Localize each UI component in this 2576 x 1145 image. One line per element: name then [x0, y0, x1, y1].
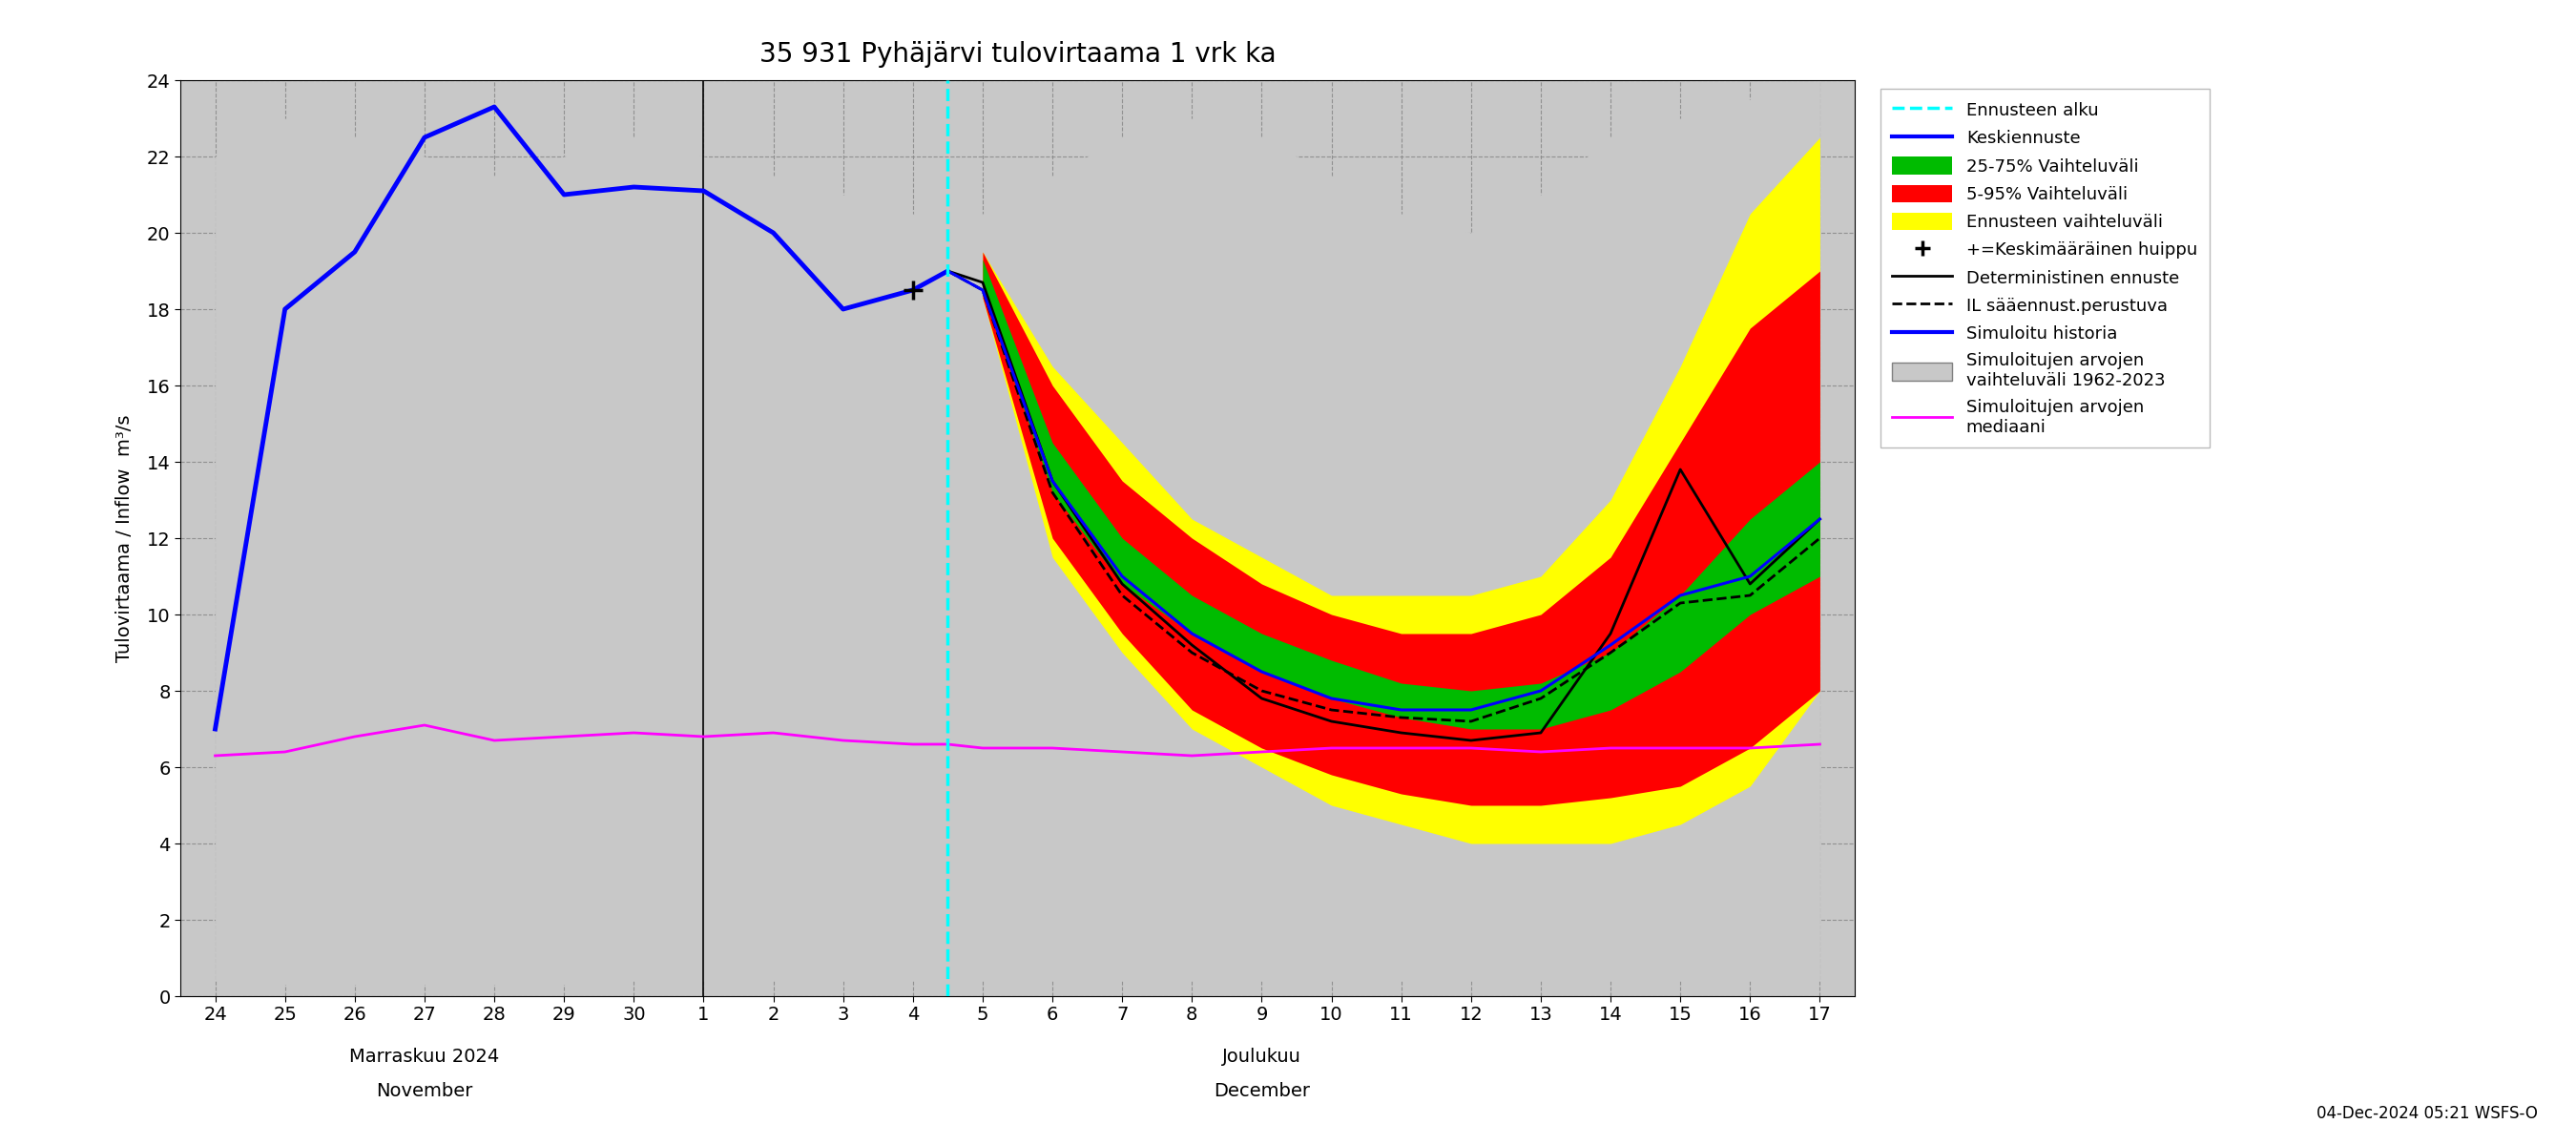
Text: December: December	[1213, 1082, 1309, 1100]
Text: Marraskuu 2024: Marraskuu 2024	[350, 1048, 500, 1066]
Text: November: November	[376, 1082, 474, 1100]
Legend: Ennusteen alku, Keskiennuste, 25-75% Vaihteluväli, 5-95% Vaihteluväli, Ennusteen: Ennusteen alku, Keskiennuste, 25-75% Vai…	[1880, 89, 2210, 448]
Text: 04-Dec-2024 05:21 WSFS-O: 04-Dec-2024 05:21 WSFS-O	[2316, 1105, 2537, 1122]
Title: 35 931 Pyhäjärvi tulovirtaama 1 vrk ka: 35 931 Pyhäjärvi tulovirtaama 1 vrk ka	[760, 40, 1275, 68]
Y-axis label: Tulovirtaama / Inflow  m³/s: Tulovirtaama / Inflow m³/s	[116, 414, 134, 662]
Text: Joulukuu: Joulukuu	[1221, 1048, 1301, 1066]
